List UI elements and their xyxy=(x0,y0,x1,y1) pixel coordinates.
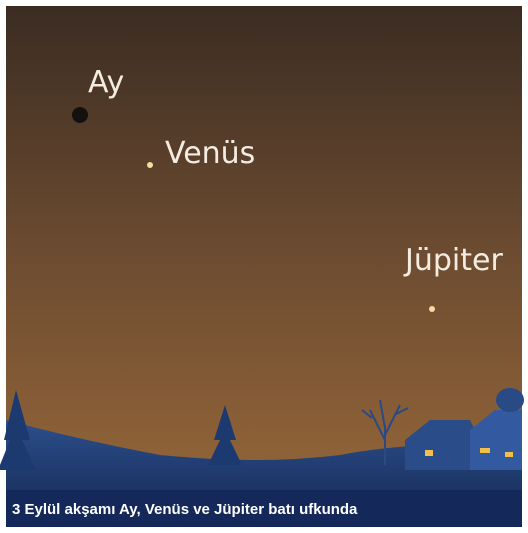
illustration: 3 Eylül akşamı Ay, Venüs ve Jüpiter batı… xyxy=(0,0,528,533)
venus-label: Venüs xyxy=(165,136,255,171)
jupiter xyxy=(429,306,435,312)
jupiter-label: Jüpiter xyxy=(403,243,503,278)
venus xyxy=(147,162,153,168)
caption: 3 Eylül akşamı Ay, Venüs ve Jüpiter batı… xyxy=(12,501,358,518)
moon xyxy=(72,107,88,123)
moon-label: Ay xyxy=(88,65,124,100)
